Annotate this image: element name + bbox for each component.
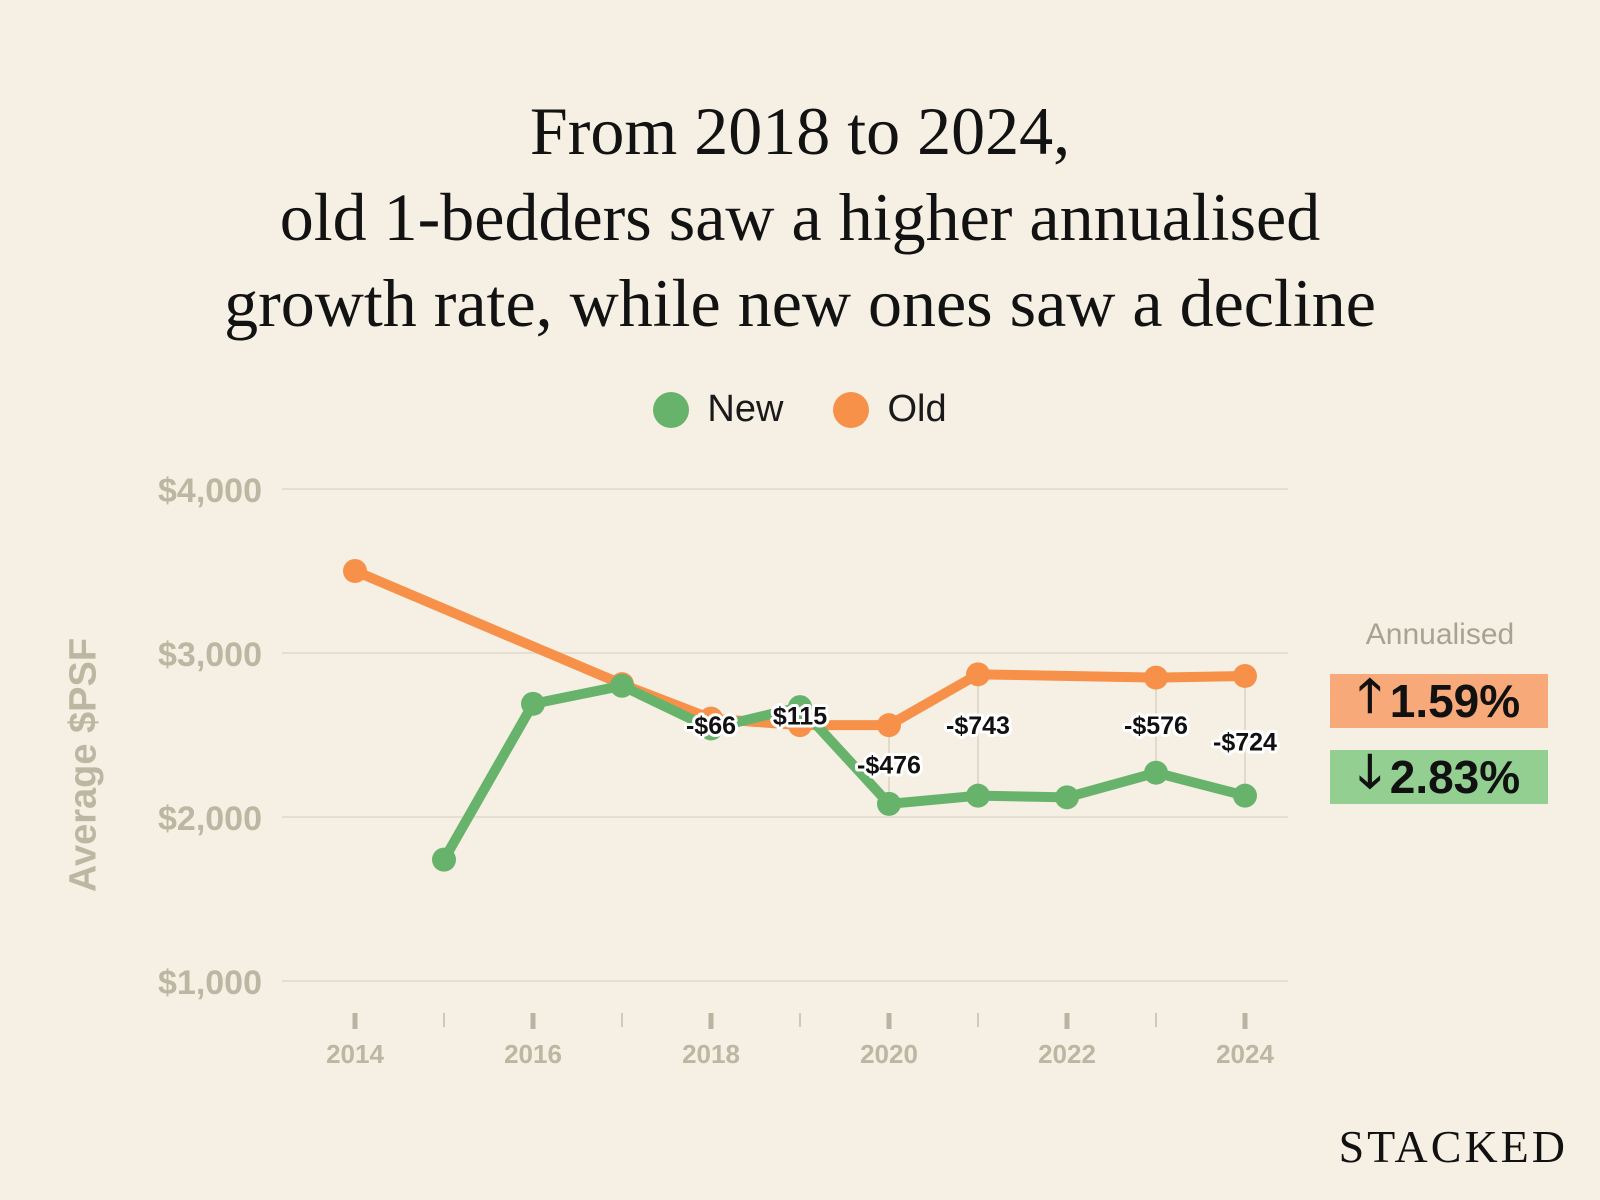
data-point-new [788,695,812,720]
y-tick-label: $3,000 [158,636,262,674]
data-point-old [966,662,990,687]
legend-item-old: Old [833,388,947,431]
x-tick-label: 2022 [1038,1039,1096,1069]
y-tick-label: $1,000 [158,964,262,1002]
brand-logo: STACKED [1338,1121,1568,1172]
x-tick-label: 2014 [326,1039,384,1069]
data-point-old [877,713,901,738]
gap-label: $115 [773,702,827,730]
data-point-new [432,847,456,872]
data-point-old [1233,663,1257,688]
title-line-1: From 2018 to 2024, [529,93,1071,169]
title-line-2: old 1-bedders saw a higher annualised [279,179,1321,255]
data-point-new [966,783,990,808]
data-point-new [610,673,634,698]
series-line-new [439,680,1250,865]
chart-legend: New Old [0,388,1600,431]
gap-label: -$576 [1124,712,1188,740]
y-tick-label: $2,000 [158,800,262,838]
chart-title: From 2018 to 2024, old 1-bedders saw a h… [0,88,1600,346]
arrow-up-icon: 🡑 [1357,669,1382,721]
gap-label: -$724 [1213,729,1277,757]
data-point-old [343,559,367,583]
gap-label: -$743 [946,712,1010,740]
data-point-old [1144,665,1168,690]
data-point-new [1233,783,1257,808]
x-tick-label: 2018 [682,1039,740,1069]
legend-label-new: New [707,388,784,430]
arrow-down-icon: 🡓 [1357,745,1382,797]
data-point-new [1144,760,1168,785]
data-point-new [521,691,545,716]
gap-label: -$476 [857,752,921,780]
x-tick-label: 2024 [1216,1039,1274,1069]
gap-label: -$66 [686,712,736,740]
legend-item-new: New [653,388,783,431]
legend-marker-old [833,391,870,428]
annualised-old-badge: 🡑 1.59% [1330,669,1548,728]
annualised-heading: Annualised [1365,618,1515,651]
annualised-new-badge: 🡓 2.83% [1330,745,1548,804]
data-point-new [699,716,723,741]
legend-marker-new [653,391,690,428]
data-point-new [877,791,901,816]
x-tick-label: 2016 [504,1039,562,1069]
annualised-old-value: 1.59% [1389,675,1521,727]
x-tick-label: 2020 [860,1039,918,1069]
title-line-3: growth rate, while new ones saw a declin… [224,265,1376,341]
y-tick-label: $4,000 [158,472,262,510]
legend-label-old: Old [887,388,947,430]
data-point-new [1055,785,1079,810]
annualised-new-value: 2.83% [1389,751,1521,803]
